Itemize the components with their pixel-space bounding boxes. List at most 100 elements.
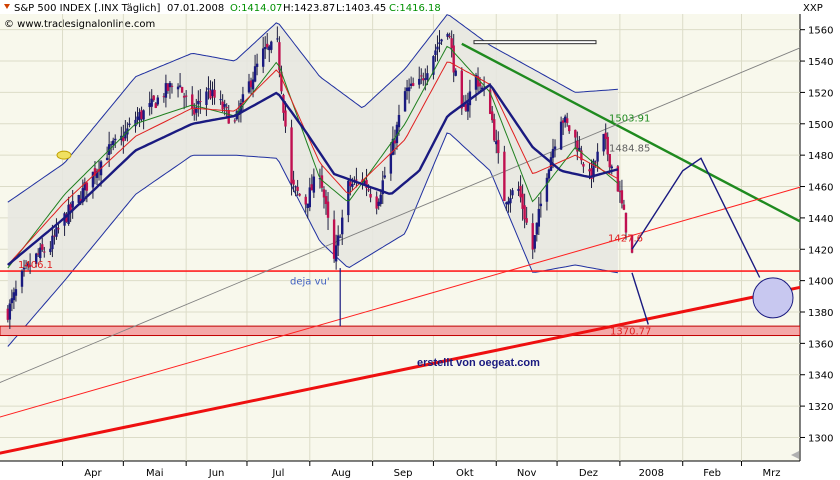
candle-body: [95, 171, 99, 178]
target-circle: [752, 277, 794, 319]
candle-body: [278, 42, 281, 71]
y-tick-label: 1480: [808, 151, 833, 162]
candle-body: [545, 177, 549, 202]
candle-body: [351, 184, 354, 187]
candle-body: [409, 83, 413, 86]
candle-body: [503, 151, 506, 202]
y-tick-label: 1400: [808, 277, 833, 288]
y-tick-label: 1520: [808, 88, 833, 99]
candle-body: [322, 189, 326, 198]
candle-body: [57, 228, 60, 230]
candle-body: [156, 97, 159, 105]
candle-body: [191, 94, 194, 109]
candle-body: [422, 78, 425, 81]
candle-body: [365, 179, 368, 189]
candle-body: [81, 188, 85, 203]
candle-body: [261, 48, 265, 67]
candle-body: [565, 118, 569, 123]
candle-body: [306, 203, 309, 209]
candle-body: [466, 102, 470, 112]
candle-body: [610, 166, 613, 169]
candle-body: [620, 190, 624, 204]
candle-body: [168, 82, 172, 88]
candle-body: [264, 47, 267, 50]
candle-body: [381, 180, 384, 195]
candle-body: [493, 119, 496, 141]
candle-body: [616, 166, 620, 192]
candle-body: [69, 204, 72, 211]
candle-body: [418, 78, 421, 85]
trendline-green-resistance: [461, 42, 800, 223]
candle-body: [452, 45, 455, 73]
x-tick-label: Apr: [84, 468, 102, 479]
candle-body: [83, 182, 87, 191]
candle-body: [488, 89, 492, 114]
candle-body: [551, 148, 555, 158]
menu-triangle-icon[interactable]: [4, 4, 10, 9]
x-axis-area: [0, 461, 840, 480]
y-tick-label: 1560: [808, 26, 833, 37]
header-close: C:1416.18: [389, 3, 441, 14]
candle-body: [561, 120, 565, 123]
candle-body: [338, 236, 342, 238]
candle-body: [134, 119, 137, 127]
candle-body: [369, 194, 372, 198]
candle-body: [39, 247, 42, 259]
candle-body: [450, 38, 453, 49]
candle-body: [334, 245, 338, 262]
candle-body: [454, 70, 457, 76]
candle-body: [26, 263, 30, 267]
candle-body: [426, 73, 429, 80]
candle-body: [523, 205, 526, 220]
candle-body: [14, 289, 18, 296]
candle-body: [448, 36, 451, 38]
trendline-thick-red: [0, 285, 800, 455]
candle-body: [379, 194, 382, 205]
candle-body: [308, 187, 311, 208]
candle-body: [282, 94, 285, 113]
candle-body: [247, 81, 251, 93]
candle-body: [367, 189, 370, 191]
candle-body: [491, 111, 494, 121]
scroll-arrow-icon[interactable]: [791, 451, 799, 459]
candle-body: [588, 169, 591, 172]
candle-body: [533, 235, 536, 249]
ma-dark-line: [7, 83, 619, 266]
candle-body: [294, 186, 297, 188]
y-tick-label: 1440: [808, 214, 833, 225]
candle-body: [213, 89, 216, 98]
candle-body: [166, 83, 170, 91]
candle-body: [608, 153, 611, 168]
candle-body: [420, 75, 423, 77]
candle-body: [318, 178, 322, 180]
trendline-layer: [0, 40, 800, 455]
candle-body: [375, 196, 378, 209]
candle-body: [592, 160, 595, 178]
x-tick-label: Okt: [456, 468, 474, 479]
candle-body: [320, 175, 324, 188]
candle-body: [128, 123, 131, 125]
x-tick-label: Mai: [146, 468, 164, 479]
candle-body: [624, 212, 628, 233]
candle-body: [568, 125, 571, 132]
candle-body: [152, 95, 155, 101]
candle-body: [195, 107, 198, 113]
forecast-zigzag: [631, 157, 761, 278]
header-bar: [0, 0, 840, 14]
axis-symbol: XXP: [803, 3, 823, 14]
candle-body: [93, 168, 97, 176]
y-tick-label: 1360: [808, 339, 833, 350]
candle-body: [474, 74, 478, 90]
candle-body: [8, 303, 12, 320]
moving-average-layer: [7, 45, 619, 269]
candle-body: [531, 223, 534, 250]
candle-body: [622, 204, 626, 210]
candle-body: [51, 235, 54, 250]
candle-body: [582, 163, 585, 167]
candle-body: [411, 83, 415, 86]
candle-body: [602, 133, 605, 152]
candle-body: [225, 107, 228, 109]
candle-body: [549, 157, 553, 171]
candle-body: [405, 87, 409, 92]
x-tick-label: Dez: [579, 468, 598, 479]
